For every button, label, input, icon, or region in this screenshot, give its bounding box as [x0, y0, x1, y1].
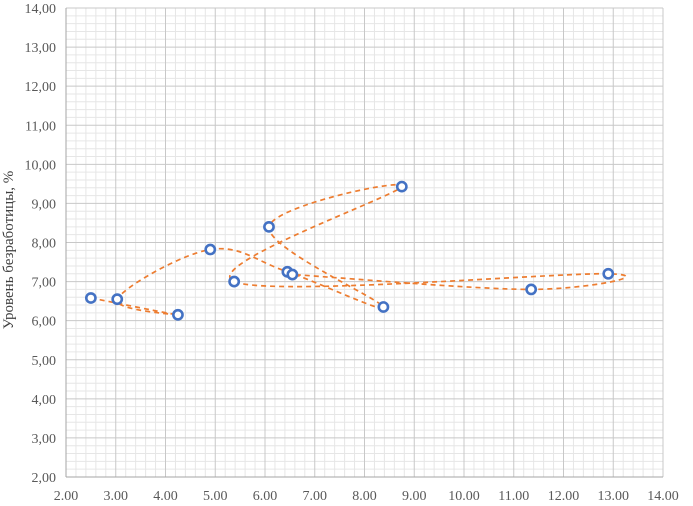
y-tick-label: 12,00: [25, 80, 57, 95]
data-point: [602, 267, 615, 280]
y-tick-label: 10,00: [25, 158, 57, 173]
x-tick-label: 8.00: [352, 489, 377, 504]
data-point: [172, 308, 184, 321]
x-tick-label: 9.00: [402, 489, 427, 504]
x-tick-label: 13.00: [598, 489, 630, 504]
y-tick-label: 14,00: [25, 2, 57, 17]
y-tick-label: 4,00: [32, 393, 57, 408]
x-tick-label: 5.00: [203, 489, 228, 504]
y-tick-label: 13,00: [25, 41, 57, 56]
data-point: [204, 243, 217, 256]
major-gridlines: [65, 7, 664, 478]
x-tick-label: 12.00: [548, 489, 580, 504]
x-tick-label: 3.00: [104, 489, 129, 504]
data-point: [377, 301, 390, 313]
data-point: [286, 268, 299, 281]
y-tick-label: 9,00: [32, 197, 57, 212]
y-tick-label: 8,00: [32, 237, 57, 252]
data-point: [111, 293, 124, 306]
y-tick-labels: 2,00 3,00 4,00 5,00 6,00 7,00 8,00 9,00 10,00 11,…: [25, 2, 57, 486]
x-tick-label: 4.00: [153, 489, 178, 504]
x-tick-label: 11.00: [498, 489, 529, 504]
x-tick-label: 14.00: [647, 489, 679, 504]
series-trend-line: [90, 183, 627, 316]
x-tick-label: 7.00: [303, 489, 328, 504]
data-point: [263, 220, 275, 233]
data-point: [395, 180, 408, 193]
y-tick-label: 2,00: [32, 471, 57, 486]
y-axis-title: Уровень безработицы, %: [1, 171, 17, 330]
axes: [65, 8, 663, 478]
y-tick-label: 3,00: [32, 432, 57, 447]
y-tick-label: 11,00: [25, 119, 56, 134]
data-markers: [84, 180, 615, 321]
data-point: [525, 283, 538, 296]
x-tick-labels: 2.00 3.00 4.00 5.00 6.00 7.00 8.00 9.00 10.00 11.…: [54, 489, 679, 504]
data-point: [228, 275, 241, 288]
data-point: [84, 292, 97, 304]
x-tick-label: 6.00: [253, 489, 278, 504]
x-tick-label: 2.00: [54, 489, 79, 504]
y-tick-label: 6,00: [32, 315, 57, 330]
x-tick-label: 10.00: [448, 489, 480, 504]
y-tick-label: 5,00: [32, 354, 57, 369]
y-tick-label: 7,00: [32, 276, 57, 291]
